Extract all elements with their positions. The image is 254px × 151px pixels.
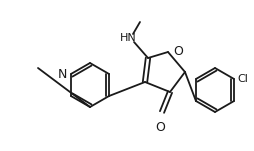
Text: HN: HN (119, 33, 136, 43)
Text: Cl: Cl (236, 74, 247, 84)
Text: O: O (172, 45, 182, 58)
Text: N: N (57, 69, 67, 82)
Text: O: O (154, 121, 164, 134)
